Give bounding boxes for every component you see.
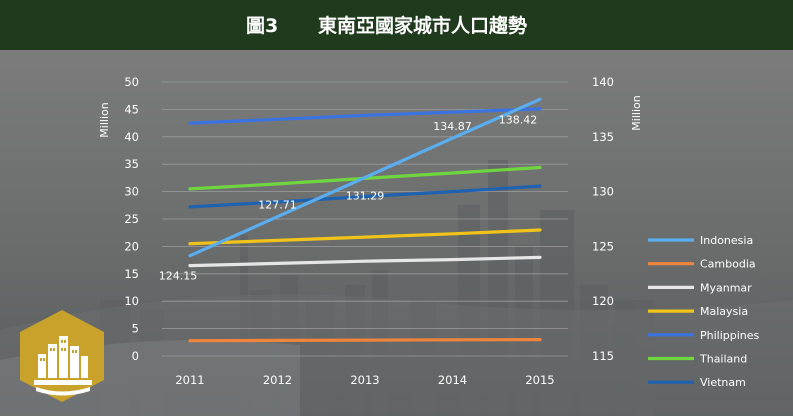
right-tick-label: 140: [592, 75, 614, 89]
legend-label: Philippines: [700, 329, 760, 342]
left-tick-label: 45: [124, 102, 139, 116]
legend: Indonesia Cambodia Myanmar Malaysia Philippi…: [648, 234, 760, 389]
x-tick-label: 2015: [525, 373, 554, 387]
x-axis: 2011 2012 2013 2014 2015: [175, 373, 554, 387]
series-lines: [188, 97, 542, 343]
x-tick-label: 2013: [350, 373, 379, 387]
left-tick-label: 0: [132, 349, 139, 363]
legend-label: Thailand: [699, 353, 747, 366]
data-labels: 124.15 127.71 131.29 134.87 138.42: [159, 113, 538, 282]
left-tick-label: 10: [124, 294, 139, 308]
series-line-cambodia: [188, 338, 542, 343]
legend-label: Indonesia: [700, 234, 753, 247]
chart-title: 東南亞國家城市人口趨勢: [318, 15, 528, 37]
right-tick-label: 120: [592, 294, 614, 308]
right-tick-label: 115: [592, 349, 614, 363]
city-logo-icon: [20, 310, 104, 402]
right-axis: 115 120 125 130 135 140: [592, 75, 614, 363]
left-axis: 0 5 10 15 20 25 30 35 40 45 50: [124, 75, 139, 363]
legend-label: Cambodia: [700, 258, 756, 271]
data-label-indonesia: 131.29: [346, 189, 385, 202]
x-tick-label: 2012: [263, 373, 292, 387]
left-tick-label: 25: [124, 212, 139, 226]
left-tick-label: 15: [124, 267, 139, 281]
series-line-myanmar: [188, 255, 542, 268]
series-line-philippines: [188, 107, 542, 125]
left-tick-label: 30: [124, 185, 139, 199]
right-tick-label: 135: [592, 130, 614, 144]
left-tick-label: 20: [124, 239, 139, 253]
right-tick-label: 125: [592, 239, 614, 253]
x-tick-label: 2014: [438, 373, 467, 387]
legend-label: Myanmar: [700, 281, 752, 294]
left-tick-label: 35: [124, 157, 139, 171]
series-line-indonesia: [188, 97, 542, 258]
left-axis-label: Million: [98, 102, 111, 137]
legend-label: Malaysia: [700, 305, 748, 318]
right-axis-label: Million: [630, 95, 643, 130]
data-label-indonesia: 127.71: [258, 199, 297, 212]
title-bar: 圖3 東南亞國家城市人口趨勢: [0, 0, 793, 50]
data-label-indonesia: 134.87: [433, 120, 472, 133]
series-line-malaysia: [188, 228, 542, 246]
x-tick-label: 2011: [175, 373, 204, 387]
left-tick-label: 40: [124, 130, 139, 144]
data-label-indonesia: 124.15: [159, 270, 198, 283]
data-label-indonesia: 138.42: [499, 113, 538, 126]
legend-label: Vietnam: [700, 376, 746, 389]
figure-number: 圖3: [246, 15, 279, 37]
left-tick-label: 50: [124, 75, 139, 89]
series-line-vietnam: [188, 184, 542, 209]
left-tick-label: 5: [132, 322, 139, 336]
right-tick-label: 130: [592, 185, 614, 199]
